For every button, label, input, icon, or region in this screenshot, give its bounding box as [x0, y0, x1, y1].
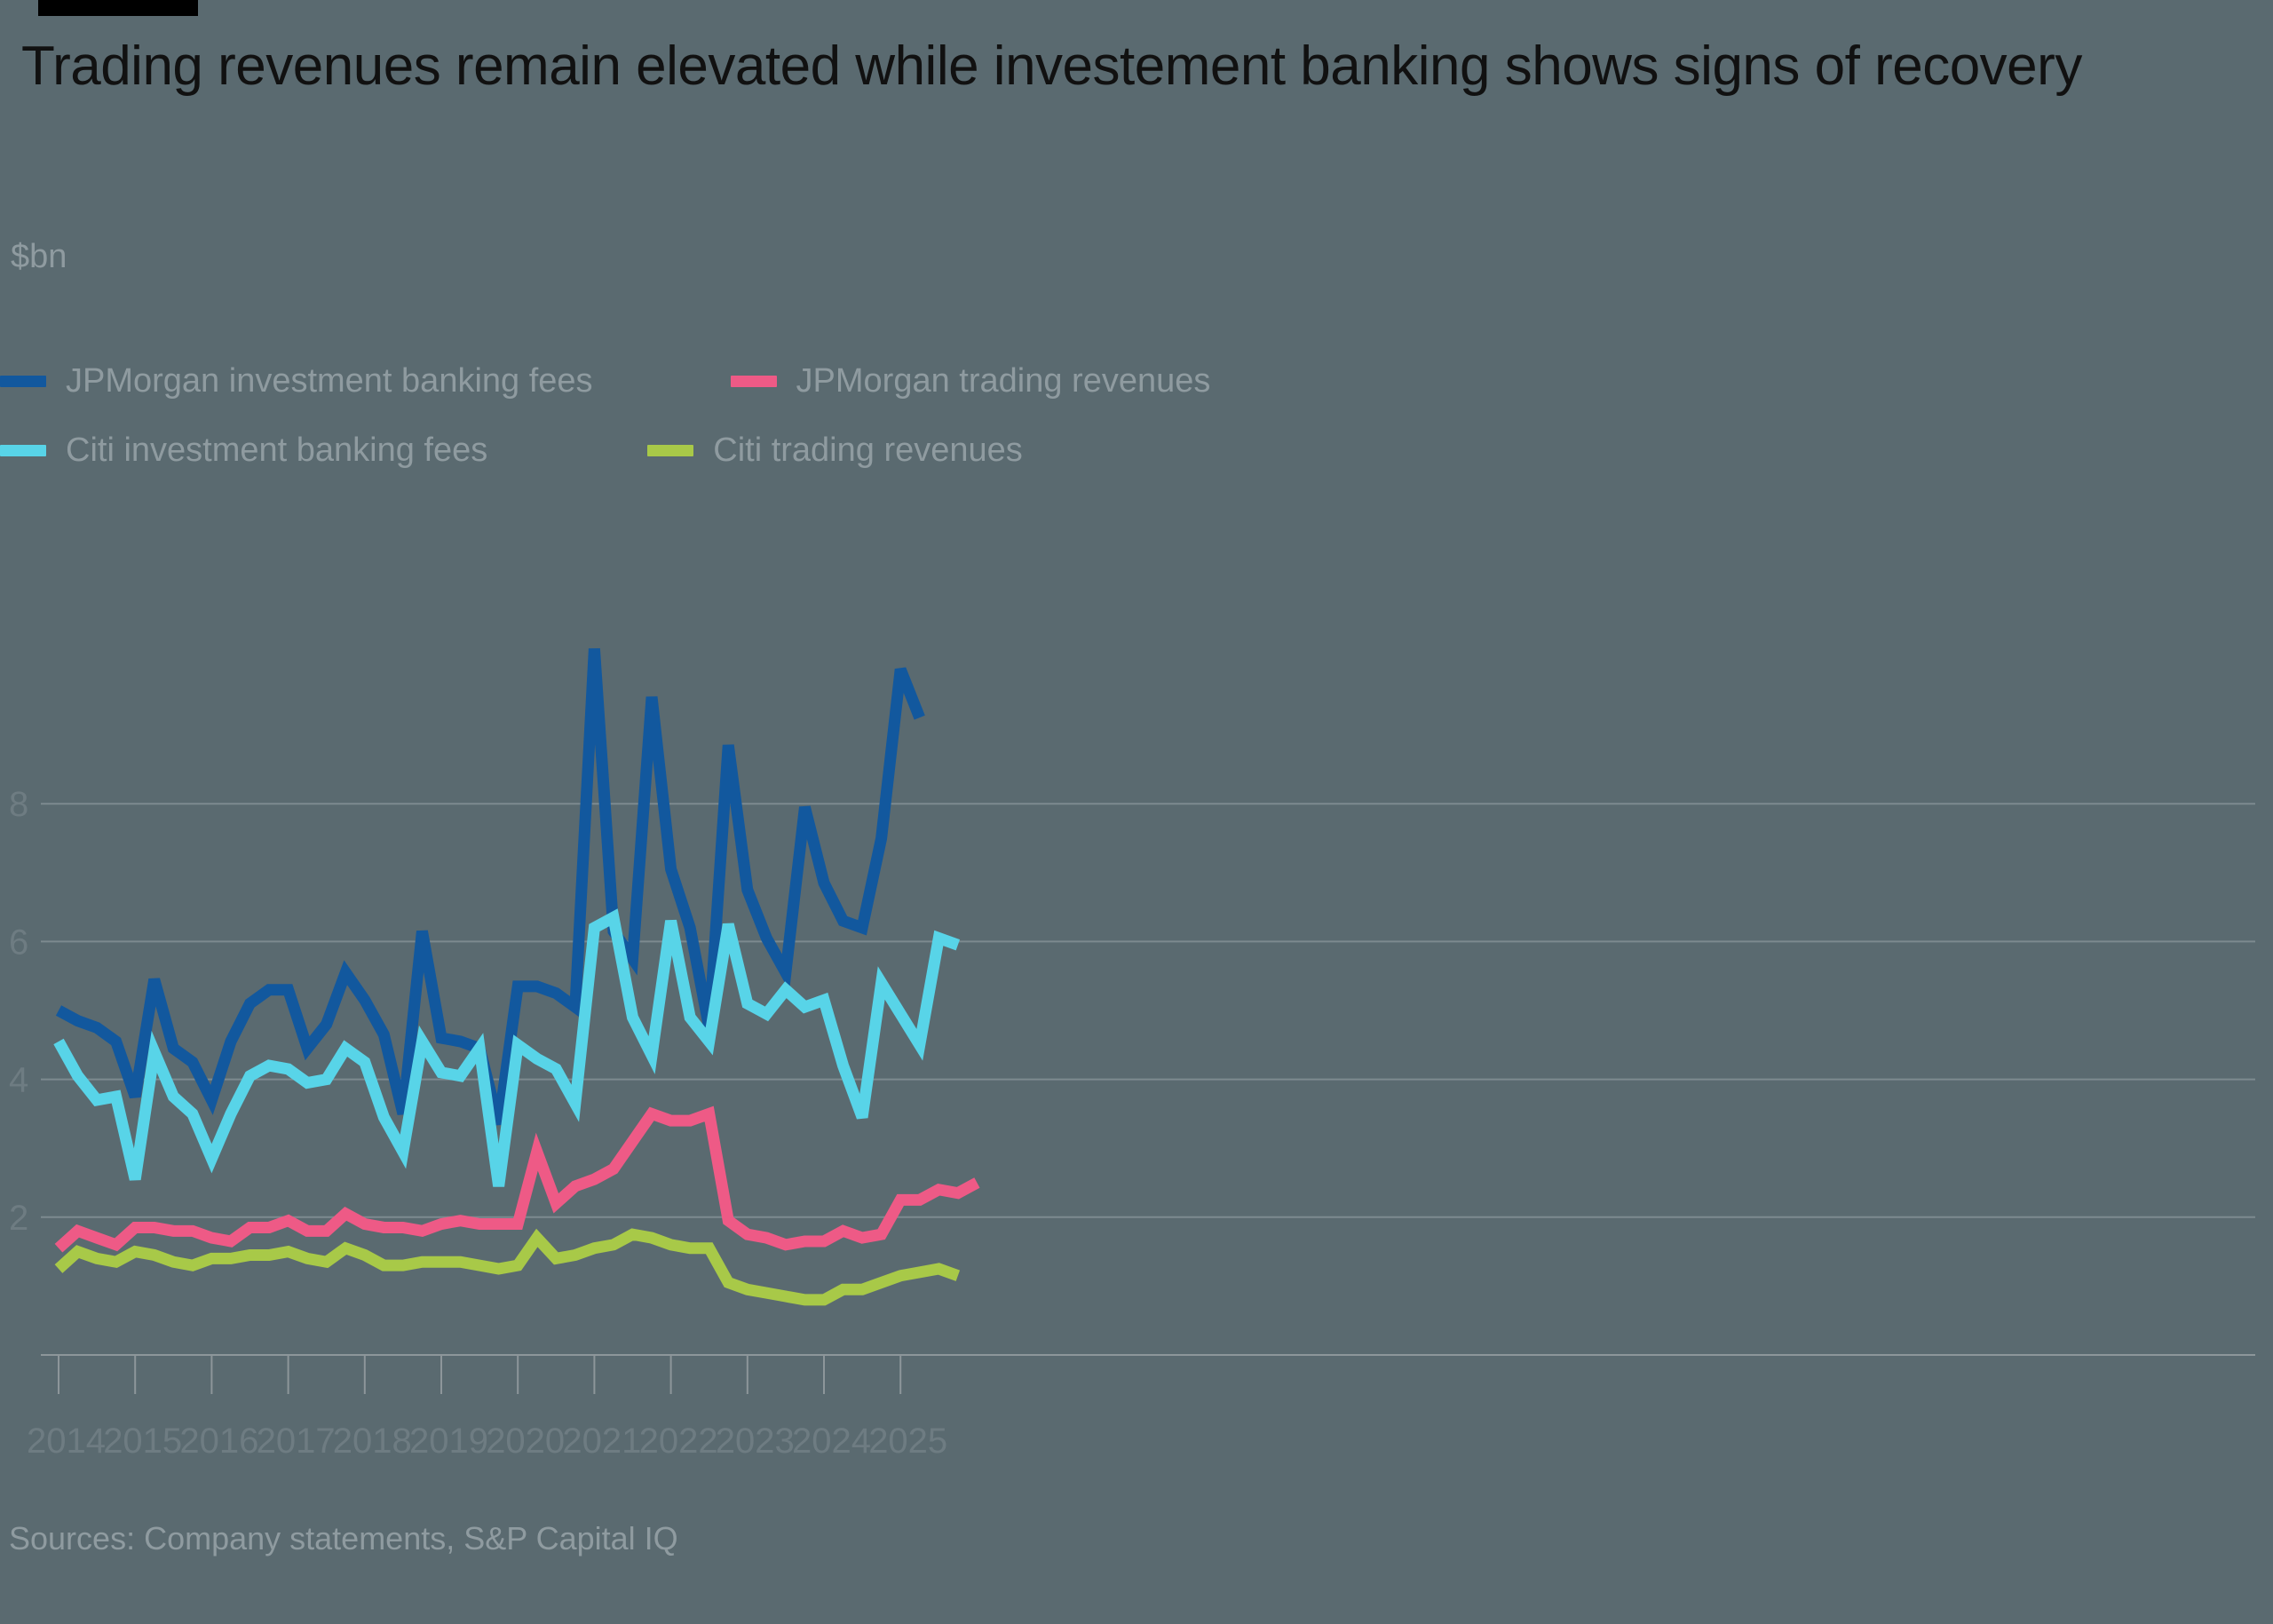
legend-item-jpm-investment-banking-fees[interactable]: JPMorgan investment banking fees [0, 362, 593, 400]
chart-legend: JPMorgan investment banking fees JPMorga… [0, 346, 1776, 485]
x-tick-label: 2021 [562, 1422, 641, 1461]
legend-item-citi-investment-banking-fees[interactable]: Citi investment banking fees [0, 432, 487, 470]
series-line-jpmorgan-trading-revenues [54, 1105, 980, 1253]
legend-label-jpm-trading: JPMorgan trading revenues [796, 361, 1211, 400]
brand-bar [38, 0, 198, 16]
x-tick-label: 2020 [486, 1422, 565, 1461]
y-tick-label: 8 [9, 785, 28, 824]
x-tick-label: 2017 [257, 1422, 336, 1461]
legend-swatch-citi-trading [647, 444, 694, 456]
y-tick-label: 2 [9, 1199, 28, 1238]
y-tick-label: 4 [9, 1061, 28, 1100]
x-tick-label: 2019 [409, 1422, 488, 1461]
x-tick-label: 2024 [792, 1422, 871, 1461]
x-tick-label: 2014 [27, 1422, 106, 1461]
legend-row-1: JPMorgan investment banking fees JPMorga… [0, 346, 1776, 416]
series-line-citi-investment-banking-fees [53, 908, 961, 1187]
legend-label-citi-ib: Citi investment banking fees [66, 431, 488, 469]
chart-series-lines [53, 648, 980, 1306]
legend-row-2: Citi investment banking fees Citi tradin… [0, 416, 1776, 485]
x-tick-label: 2015 [103, 1422, 182, 1461]
y-axis-tick-labels: 2 4 6 8 [9, 785, 28, 1238]
legend-swatch-jpm-trading [730, 375, 777, 387]
x-tick-label: 2023 [716, 1422, 795, 1461]
legend-swatch-jpm-ib [0, 375, 46, 387]
series-line-jpmorgan-investment-banking-fees [55, 648, 925, 1126]
legend-label-citi-trading: Citi trading revenues [713, 431, 1023, 469]
legend-label-jpm-ib: JPMorgan investment banking fees [66, 361, 593, 400]
x-tick-label: 2025 [868, 1422, 947, 1461]
x-tick-label: 2022 [639, 1422, 718, 1461]
chart-source-note: Sources: Company statements, S&P Capital… [9, 1520, 678, 1557]
axis-unit-label: $bn [11, 238, 67, 275]
x-axis-tick-labels: 2014201520162017201820192020202120222023… [27, 1422, 947, 1461]
series-line-citi-trading-revenues [54, 1228, 961, 1306]
y-tick-label: 6 [9, 923, 28, 962]
page-title: Trading revenues remain elevated while i… [21, 36, 2082, 97]
legend-swatch-citi-ib [0, 444, 46, 456]
x-tick-label: 2016 [179, 1422, 258, 1461]
legend-item-citi-trading-revenues[interactable]: Citi trading revenues [647, 432, 1023, 470]
legend-item-jpm-trading-revenues[interactable]: JPMorgan trading revenues [730, 361, 1211, 400]
x-axis [41, 1354, 2255, 1394]
x-tick-label: 2018 [333, 1422, 412, 1461]
